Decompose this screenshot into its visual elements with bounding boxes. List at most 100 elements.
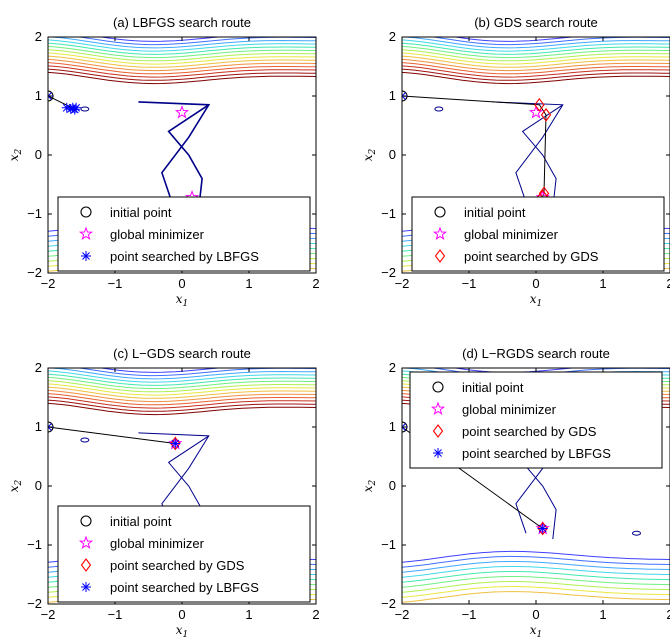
global-minimizer-point [174,105,190,119]
legend-label: initial point [110,205,172,220]
contour-top-2 [48,396,316,409]
contour-top-1 [402,68,670,81]
contour-top-10 [48,370,316,383]
contour-top-9 [48,42,316,55]
y-tick-label: 0 [389,478,396,493]
x-tick-label: 0 [532,607,539,622]
y-axis-label: x2 [7,479,24,492]
contour-top-4 [48,389,316,403]
panel-title: (c) L−GDS search route [113,346,251,361]
chart-panel-2: −2 −1 0 1 2 2 1 0 −1 −2 (b) GDS search route x1 x2 in… [361,15,670,309]
legend-label: global minimizer [110,227,205,242]
y-tick-label: 0 [35,147,42,162]
contour-loop-left [80,437,90,443]
gds-point [537,521,548,536]
y-tick-label: −2 [27,265,42,280]
contour-top-9 [48,373,316,386]
contour-top-3 [48,62,316,75]
contour-top-10 [48,39,316,52]
x-axis-label: x1 [176,292,189,309]
contour-bottom-6 [402,581,670,593]
contour-top-8 [48,45,316,59]
lbfgs-point [170,438,181,449]
contour-center-0 [492,101,564,203]
x-tick-label: 2 [312,607,319,622]
contour-top-7 [402,49,670,62]
y-tick-label: −1 [381,537,396,552]
contour-top-11 [402,37,670,49]
y-tick-label: −1 [381,206,396,221]
contour-bottom-7 [402,586,670,598]
legend-label: point searched by LBFGS [462,446,611,461]
legend-label: point searched by LBFGS [110,580,259,595]
panel-title: (a) LBFGS search route [113,15,251,30]
legend-marker-star [432,226,448,241]
contour-top-2 [402,65,670,78]
x-tick-label: −2 [395,607,410,622]
legend-box [57,196,311,272]
contour-bottom-1 [402,555,670,568]
contour-top-10 [402,39,670,52]
legend-marker-diamond [80,558,92,572]
x-tick-label: 1 [245,607,252,622]
contour-top-0 [48,402,316,416]
x-tick-label: 1 [599,607,606,622]
contour-top-8 [402,45,670,59]
contour-top-4 [402,58,670,72]
contour-bottom-4 [402,571,670,583]
legend-label: point searched by GDS [464,249,599,264]
x-axis-label: x1 [176,623,189,640]
contour-top-0 [48,71,316,85]
x-tick-label: 2 [666,607,670,622]
chart-panel-1: −2 −1 0 1 2 2 1 0 −1 −2 (a) LBFGS search route x1 x2… [7,15,320,309]
y-tick-label: 2 [35,29,42,44]
y-tick-label: 1 [35,419,42,434]
legend-marker-circle [432,381,444,393]
contour-top-5 [48,55,316,68]
x-tick-label: 2 [312,276,319,291]
lbfgs-point [61,102,72,113]
contour-bottom-5 [402,576,670,588]
legend-marker-star [78,226,94,241]
contour-top-8 [48,376,316,390]
y-tick-label: −2 [27,596,42,611]
contour-top-9 [402,42,670,55]
contour-top-0 [402,71,670,85]
contour-top-11 [48,368,316,380]
contour-top-4 [48,58,316,72]
contour-top-6 [48,52,316,65]
y-tick-label: −1 [27,206,42,221]
legend-marker-circle [434,206,446,218]
legend: initial point global minimizer point searc… [57,505,311,603]
y-tick-label: 2 [35,360,42,375]
legend-marker-star [78,535,94,550]
x-tick-label: 1 [599,276,606,291]
y-axis-label: x2 [361,479,378,492]
contour-top-3 [402,62,670,75]
y-tick-label: −1 [27,537,42,552]
global-minimizer-point [528,105,544,119]
legend-marker-star [430,401,446,416]
x-tick-label: −2 [41,276,56,291]
x-tick-label: 2 [666,276,670,291]
y-tick-label: 0 [389,147,396,162]
legend-marker-asterisk [433,448,443,458]
y-axis-label: x2 [361,148,378,161]
x-tick-label: 0 [178,607,185,622]
legend-label: initial point [110,514,172,529]
x-tick-label: −1 [108,607,123,622]
legend-label: global minimizer [110,536,205,551]
y-tick-label: −2 [381,596,396,611]
contour-top-1 [48,68,316,81]
legend-label: point searched by GDS [110,558,245,573]
legend: initial point global minimizer point searc… [411,196,665,272]
panel-title: (d) L−RGDS search route [462,346,610,361]
contour-top-3 [48,393,316,406]
y-tick-label: 1 [389,419,396,434]
lbfgs-point [65,103,76,114]
contour-top-5 [48,386,316,399]
legend-marker-asterisk [81,251,91,261]
contour-top-11 [48,37,316,49]
contour-loop-right [632,530,641,536]
